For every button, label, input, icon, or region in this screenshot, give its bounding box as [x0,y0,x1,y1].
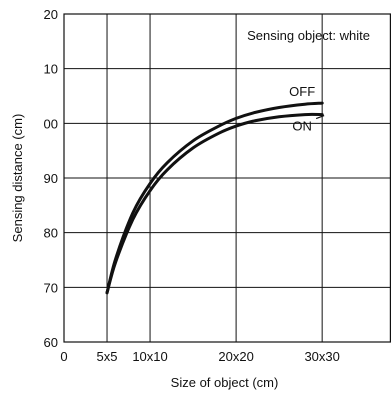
series-label-on: ON [292,119,312,134]
y-tick-label: 20 [44,7,58,22]
x-tick-label: 0 [60,349,67,364]
y-tick-label: 60 [44,335,58,350]
chart-title: Sensing object: white [247,28,370,43]
plot-frame [63,13,391,343]
x-tick-label: 20x20 [218,349,253,364]
grid [64,14,391,342]
x-axis-label: Size of object (cm) [171,375,279,390]
x-tick-label: 5x5 [97,349,118,364]
y-tick-label: 70 [44,280,58,295]
series-line-on [105,112,324,295]
y-tick-label: 00 [44,116,58,131]
y-tick-label: 90 [44,171,58,186]
y-tick-label: 80 [44,226,58,241]
y-axis-label: Sensing distance (cm) [10,114,25,243]
x-tick-label: 30x30 [304,349,339,364]
series-layer: OFF ON [105,84,325,295]
y-tick-label: 10 [44,62,58,77]
series-line-off [105,101,324,295]
series-label-off: OFF [289,84,315,99]
x-tick-label: 10x10 [132,349,167,364]
tick-labels: 60 70 80 90 00 10 20 0 5x5 10x10 20x20 30x30 [44,7,340,364]
series-label-leader [315,115,325,120]
